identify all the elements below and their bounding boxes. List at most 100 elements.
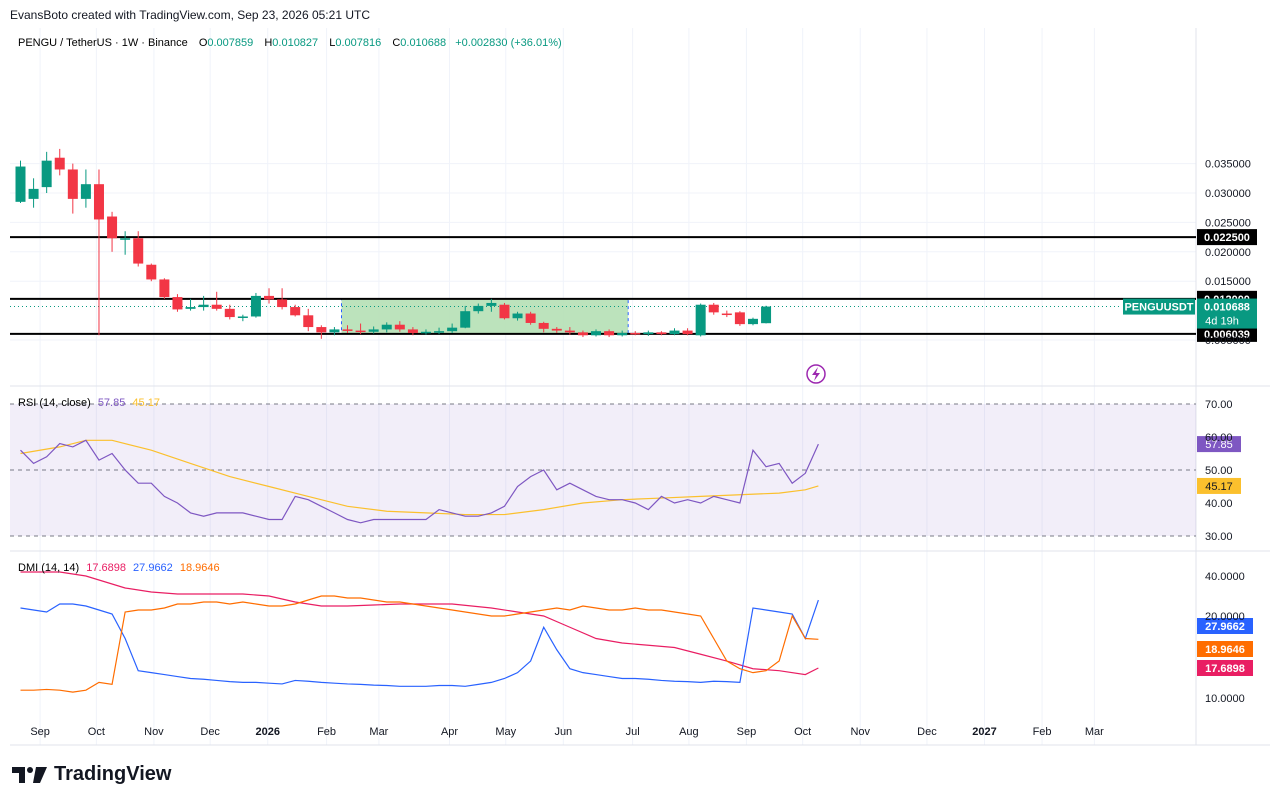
- level-label: 0.006039: [1204, 329, 1250, 341]
- level-badge: [1197, 325, 1257, 342]
- rsi-pane: 57.85 45.17: [10, 403, 1241, 537]
- tradingview-icon: [12, 766, 47, 783]
- price-tick-label: 0.015000: [1205, 276, 1251, 288]
- rsi-value: 57.85: [98, 397, 126, 409]
- legend-symbol: PENGU / TetherUS · 1W · Binance O0.00785…: [18, 37, 562, 49]
- time-axis-label: Nov: [850, 726, 870, 738]
- candle-body: [316, 327, 327, 333]
- tradingview-logo[interactable]: TradingView: [12, 763, 171, 786]
- candle-body: [420, 331, 431, 334]
- change-value: +0.002830 (+36.01%): [455, 37, 561, 49]
- plus-di-badge: [1197, 618, 1253, 634]
- candle-body: [669, 330, 680, 335]
- high-label: H: [264, 37, 272, 49]
- lightning-icon[interactable]: [806, 364, 826, 384]
- candle-body: [695, 304, 706, 336]
- close-value: 0.010688: [400, 37, 446, 49]
- candle-body: [303, 315, 314, 328]
- candle-body: [577, 332, 588, 336]
- minus-di-badge: [1197, 641, 1253, 657]
- candle-body: [708, 304, 719, 313]
- candle-body: [93, 184, 104, 220]
- candle-body: [133, 238, 144, 264]
- dmi-legend: DMI (14, 14) 17.6898 27.9662 18.9646: [18, 562, 220, 574]
- plus-di-badge-label: 27.9662: [1205, 621, 1245, 633]
- candle-body: [394, 324, 405, 330]
- candle-body: [538, 322, 549, 329]
- candle-body: [656, 332, 667, 335]
- adx-badge: [1197, 660, 1253, 676]
- grid-layer: [10, 28, 1270, 746]
- candle-body: [290, 307, 301, 316]
- time-axis-label: Mar: [1085, 726, 1104, 738]
- rsi-label: RSI (14, close): [18, 397, 91, 409]
- candle-body: [28, 188, 39, 199]
- time-axis-label: Jun: [554, 726, 572, 738]
- time-axis-label: Mar: [369, 726, 388, 738]
- candle-body: [460, 311, 471, 328]
- rsi-tick-label: 30.00: [1205, 531, 1233, 543]
- candle-body: [447, 327, 458, 332]
- open-label: O: [199, 37, 208, 49]
- dmi-label: DMI (14, 14): [18, 562, 79, 574]
- rsi-ma-value: 45.17: [132, 397, 160, 409]
- level-badge: [1197, 229, 1257, 246]
- minus-di-badge-label: 18.9646: [1205, 644, 1245, 656]
- candle-body: [617, 332, 628, 336]
- candle-body: [551, 328, 562, 331]
- candle-body: [264, 295, 275, 300]
- adx-line: [20, 571, 819, 676]
- candle-body: [368, 329, 379, 332]
- adx-value: 17.6898: [86, 562, 126, 574]
- high-value: 0.010827: [272, 37, 318, 49]
- low-value: 0.007816: [335, 37, 381, 49]
- adx-badge-label: 17.6898: [1205, 663, 1245, 675]
- rsi-ma-badge: [1197, 477, 1241, 494]
- candle-body: [486, 302, 497, 306]
- time-axis-label: Jul: [626, 726, 640, 738]
- candle-body: [107, 216, 118, 239]
- candles: [15, 148, 772, 339]
- minus-di-line: [20, 595, 819, 693]
- candle-body: [434, 331, 445, 333]
- low-label: L: [329, 37, 335, 49]
- symbol-badge: [1123, 298, 1195, 315]
- candle-body: [67, 169, 78, 199]
- created-by-text: EvansBoto created with TradingView.com, …: [10, 8, 370, 22]
- time-axis-label: Oct: [88, 726, 105, 738]
- time-axis-label: Dec: [917, 726, 937, 738]
- candle-body: [198, 304, 209, 308]
- countdown-label: 4d 19h: [1205, 316, 1239, 328]
- candle-body: [329, 329, 340, 333]
- price-tick-label: 0.005000: [1205, 335, 1251, 347]
- candle-body: [41, 160, 52, 188]
- candle-body: [525, 313, 536, 323]
- candle-body: [604, 331, 615, 336]
- rsi-tick-label: 40.00: [1205, 498, 1233, 510]
- time-axis-label: Apr: [441, 726, 458, 738]
- time-axis-label: Feb: [317, 726, 336, 738]
- level-label: 0.022500: [1204, 232, 1250, 244]
- rsi-tick-label: 60.00: [1205, 432, 1233, 444]
- candle-body: [159, 279, 170, 298]
- dmi-tick-label: 40.0000: [1205, 571, 1245, 583]
- candle-body: [473, 305, 484, 312]
- candle-body: [15, 166, 26, 202]
- time-axis-label: Oct: [794, 726, 811, 738]
- rsi-ma-badge-label: 45.17: [1205, 481, 1233, 493]
- dmi-pane: 27.9662 18.9646 17.6898: [20, 571, 1253, 693]
- price-tick-label: 0.030000: [1205, 188, 1251, 200]
- time-axis-label: Aug: [679, 726, 699, 738]
- candle-body: [564, 330, 575, 333]
- candle-body: [721, 313, 732, 316]
- open-value: 0.007859: [207, 37, 253, 49]
- time-axis-label: 2026: [255, 726, 279, 738]
- rsi-tick-label: 70.00: [1205, 399, 1233, 411]
- time-axis-label: Sep: [737, 726, 757, 738]
- candle-body: [407, 329, 418, 333]
- horizontal-levels[interactable]: 0.0225000.0120000.006039PENGUUSDT0.01068…: [10, 229, 1257, 342]
- candle-body: [185, 307, 196, 309]
- symbol-name: PENGU / TetherUS · 1W · Binance: [18, 37, 188, 49]
- candle-body: [643, 332, 654, 335]
